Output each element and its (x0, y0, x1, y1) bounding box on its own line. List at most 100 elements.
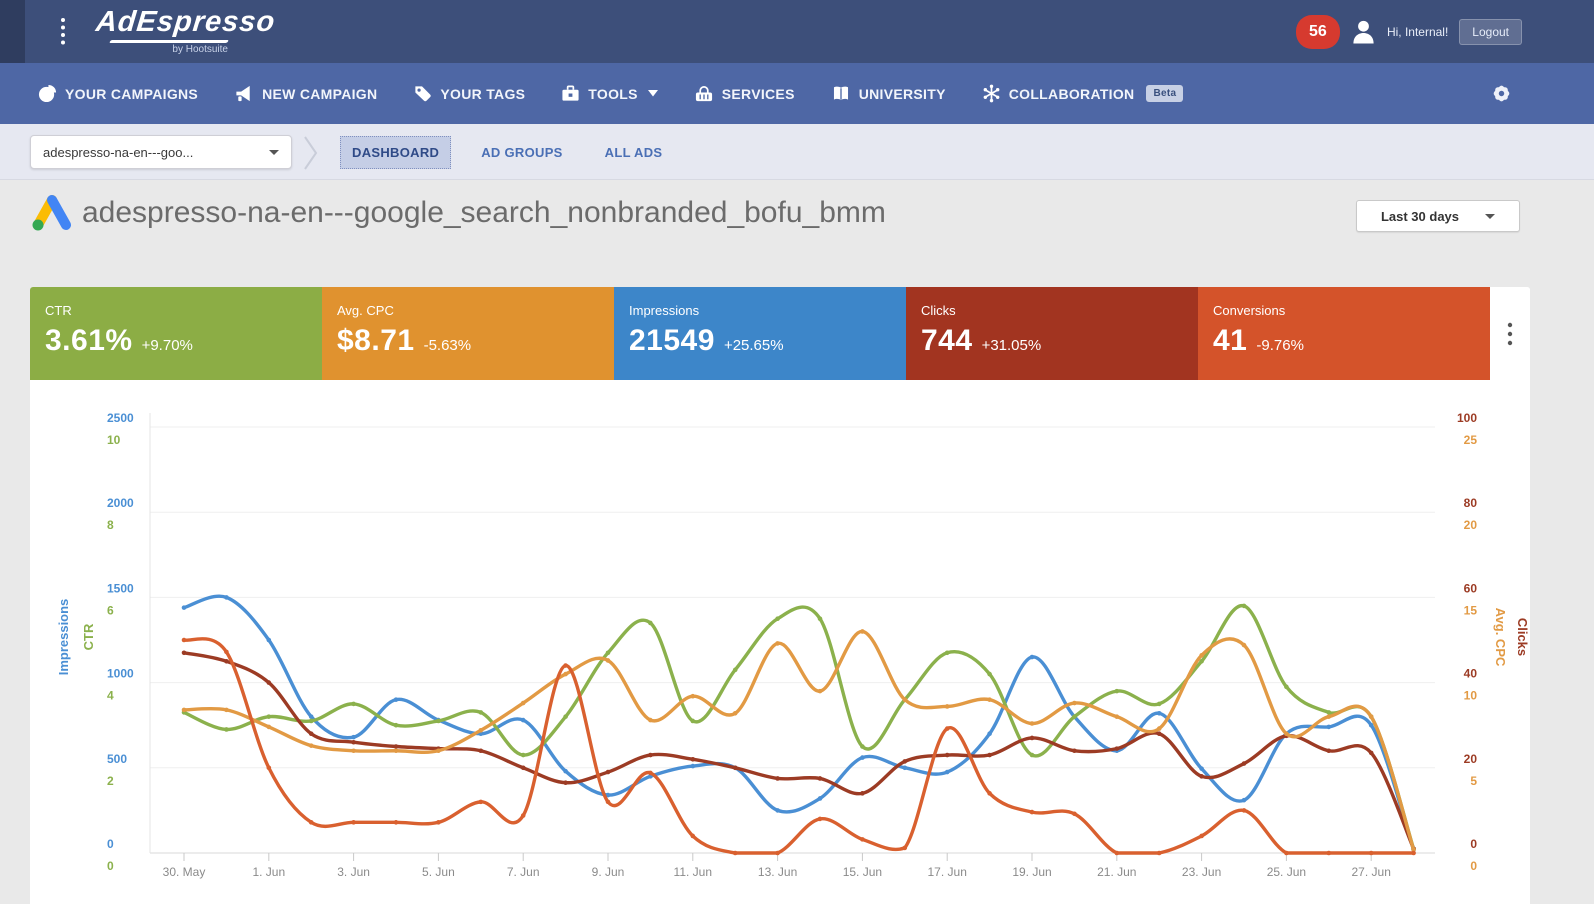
data-point (308, 731, 314, 737)
metric-value: 41 (1213, 324, 1248, 357)
axis-label: 0 (1470, 859, 1477, 873)
data-point (690, 763, 696, 769)
metric-card-clicks[interactable]: Clicks 744 +31.05% (906, 287, 1198, 380)
nav-item-your-campaigns[interactable]: YOUR CAMPAIGNS (38, 84, 198, 103)
nav-item-university[interactable]: UNIVERSITY (831, 84, 946, 103)
data-point (860, 837, 865, 842)
chevron-down-icon (647, 90, 658, 97)
data-point (775, 641, 780, 646)
notification-badge[interactable]: 56 (1295, 15, 1340, 49)
axis-label: 60 (1464, 581, 1478, 595)
axis-label: 27. Jun (1352, 865, 1391, 879)
data-point (520, 752, 526, 758)
axis-label: 10 (1464, 689, 1478, 703)
beta-badge: Beta (1146, 85, 1184, 102)
data-point (1199, 774, 1204, 779)
data-point (1072, 714, 1077, 719)
brand-subtitle: by Hootsuite (172, 44, 228, 55)
metric-card-avg-cpc[interactable]: Avg. CPC $8.71 -5.63% (322, 287, 614, 380)
metric-delta: +9.70% (141, 337, 193, 354)
data-point (1411, 847, 1416, 852)
data-point (1284, 731, 1289, 737)
metric-card-conversions[interactable]: Conversions 41 -9.76% (1198, 287, 1490, 380)
user-icon[interactable] (1351, 18, 1376, 46)
kebab-dots-icon (61, 18, 65, 45)
data-point (563, 671, 568, 677)
campaign-selector-value: adespresso-na-en---goo... (43, 144, 194, 160)
axis-label: CTR (81, 623, 96, 650)
nav-item-label: YOUR CAMPAIGNS (65, 85, 199, 102)
axis-label: 0 (1470, 837, 1477, 851)
data-point (393, 697, 399, 702)
axis-label: 5 (1470, 774, 1477, 788)
chevron-down-icon (1485, 213, 1496, 224)
metric-card-impressions[interactable]: Impressions 21549 +25.65% (614, 287, 906, 380)
app-menu-icon[interactable] (56, 16, 70, 48)
data-point (266, 637, 272, 643)
date-range-value: Last 30 days (1380, 208, 1460, 224)
nav-item-collaboration[interactable]: COLLABORATION Beta (982, 84, 1184, 103)
metric-value: 3.61% (45, 324, 133, 357)
data-point (902, 765, 908, 771)
logout-button[interactable]: Logout (1459, 19, 1522, 45)
data-point (1284, 850, 1289, 856)
data-point (224, 727, 229, 732)
campaign-selector[interactable]: adespresso-na-en---goo... (30, 135, 292, 169)
data-point (732, 710, 738, 716)
tab-dashboard[interactable]: DASHBOARD (340, 136, 452, 169)
data-point (860, 744, 865, 749)
pie-chart-icon (38, 84, 57, 103)
data-point (605, 792, 611, 798)
data-point (266, 714, 272, 719)
line-chart[interactable]: 30. May 1. Jun 3. Jun 5. Jun 7. Jun 9. Jun 11.… (30, 380, 1530, 904)
date-range-select[interactable]: Last 30 days (1356, 200, 1520, 232)
nav-item-your-tags[interactable]: YOUR TAGS (413, 84, 525, 103)
brand-logo[interactable]: AdEspresso by Hootsuite (94, 6, 277, 55)
settings-gear-icon[interactable] (1491, 83, 1512, 109)
data-point (817, 616, 823, 621)
data-point (902, 759, 908, 764)
axis-label: 8 (107, 518, 114, 532)
page-title: adespresso-na-en---google_search_nonbran… (82, 196, 886, 229)
data-point (817, 816, 823, 822)
data-point (1368, 850, 1374, 856)
data-point (1114, 714, 1120, 719)
data-point (1326, 714, 1332, 719)
axis-label: 7. Jun (507, 865, 540, 879)
axis-label: 80 (1464, 496, 1478, 510)
cards-options-menu[interactable] (1490, 287, 1530, 380)
nav-item-tools[interactable]: TOOLS (561, 84, 658, 103)
campaign-performance-chart: 30. May 1. Jun 3. Jun 5. Jun 7. Jun 9. Jun 11.… (30, 380, 1530, 904)
google-ads-icon (30, 194, 72, 237)
data-point (1029, 809, 1035, 815)
view-tabs: DASHBOARD AD GROUPS ALL ADS (340, 136, 674, 169)
axis-label: 40 (1464, 667, 1478, 681)
data-point (266, 680, 272, 685)
tab-ad-groups[interactable]: AD GROUPS (481, 145, 563, 160)
data-point (224, 659, 229, 664)
data-point (436, 748, 441, 754)
data-point (1156, 726, 1162, 731)
metric-delta: +25.65% (723, 337, 784, 354)
data-point (1199, 766, 1204, 771)
metric-card-ctr[interactable]: CTR 3.61% +9.70% (30, 287, 322, 380)
metric-value: 744 (921, 324, 973, 357)
axis-label: 4 (107, 689, 114, 703)
axis-label: 20 (1464, 518, 1478, 532)
data-point (1156, 701, 1162, 707)
data-point (1029, 654, 1035, 660)
nav-item-services[interactable]: SERVICES (694, 84, 795, 103)
axis-label: 11. Jun (674, 865, 712, 879)
data-point (648, 620, 653, 626)
axis-label: 13. Jun (758, 865, 797, 879)
data-point (987, 731, 992, 737)
data-point (775, 776, 780, 781)
tab-all-ads[interactable]: ALL ADS (604, 145, 663, 160)
axis-label: 25 (1464, 433, 1478, 447)
data-point (1114, 746, 1120, 751)
breadcrumb-bar: adespresso-na-en---goo... DASHBOARD AD GR… (0, 124, 1594, 180)
series-line (182, 637, 1416, 855)
nav-item-new-campaign[interactable]: NEW CAMPAIGN (234, 84, 377, 103)
data-point (1199, 833, 1204, 839)
data-point (860, 629, 865, 634)
